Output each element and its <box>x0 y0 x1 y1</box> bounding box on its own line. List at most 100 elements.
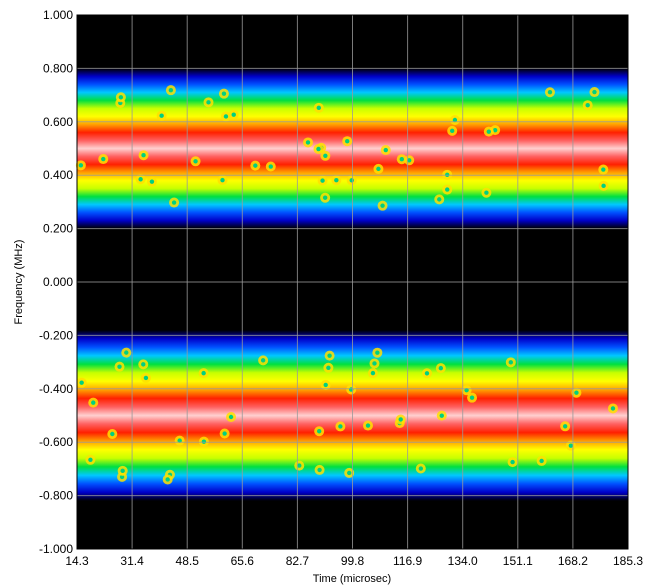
band-spot <box>331 175 342 186</box>
band-spot <box>140 372 151 383</box>
y-tick-label: -0.800 <box>39 489 73 503</box>
signal-spots <box>75 85 618 485</box>
band-spot <box>226 411 237 422</box>
band-spot <box>174 435 185 446</box>
y-tick-label: 0.200 <box>43 222 73 236</box>
band-spot <box>346 175 357 186</box>
x-tick-label: 48.5 <box>176 554 200 568</box>
band-spot <box>324 350 335 361</box>
band-spot <box>198 368 209 379</box>
band-spot <box>582 100 593 111</box>
band-spot <box>114 361 125 372</box>
band-spot <box>380 145 391 156</box>
band-spot <box>85 454 96 465</box>
band-spot <box>117 465 128 476</box>
band-spot <box>76 377 87 388</box>
band-spot <box>342 136 353 147</box>
band-spot <box>138 359 149 370</box>
band-spot <box>536 455 547 466</box>
band-spot <box>344 467 355 478</box>
band-spot <box>415 463 426 474</box>
band-spot <box>313 144 324 155</box>
band-spot <box>377 200 388 211</box>
band-spot <box>447 125 458 136</box>
band-spot <box>434 194 445 205</box>
band-spot <box>598 180 609 191</box>
grid-lines <box>77 15 628 549</box>
band-spot <box>467 392 478 403</box>
band-spot <box>138 150 149 161</box>
x-tick-label: 151.1 <box>503 554 533 568</box>
band-spot <box>396 154 407 165</box>
band-spot <box>320 192 331 203</box>
x-tick-label: 185.3 <box>613 554 643 568</box>
y-tick-label: -0.400 <box>39 382 73 396</box>
band-spot <box>98 154 109 165</box>
band-spot <box>481 187 492 198</box>
band-spot <box>121 347 132 358</box>
plot-frame <box>76 14 629 550</box>
band-spot <box>228 109 239 120</box>
x-axis-label: Time (microsec) <box>313 573 391 585</box>
y-tick-label: 0.600 <box>43 115 73 129</box>
band-spot <box>294 460 305 471</box>
x-tick-label: 31.4 <box>120 554 144 568</box>
band-spot <box>265 161 276 172</box>
band-spot <box>372 347 383 358</box>
band-spot <box>162 474 173 485</box>
band-spot <box>320 150 331 161</box>
band-spot <box>115 92 126 103</box>
band-spot <box>107 428 118 439</box>
band-spot <box>169 197 180 208</box>
y-tick-label: -0.600 <box>39 435 73 449</box>
band-spot <box>598 164 609 175</box>
band-spot <box>373 163 384 174</box>
x-tick-label: 116.9 <box>393 554 422 568</box>
band-spot <box>346 384 357 395</box>
y-tick-label: 0.000 <box>43 275 73 289</box>
band-spot <box>544 87 555 98</box>
band-spot <box>88 397 99 408</box>
band-spot <box>335 421 346 432</box>
y-tick-label: 1.000 <box>43 8 73 22</box>
band-spot <box>165 85 176 96</box>
band-spot <box>320 379 331 390</box>
band-spot <box>217 175 228 186</box>
band-spot <box>198 436 209 447</box>
band-spot <box>218 88 229 99</box>
band-spot <box>505 357 516 368</box>
band-spot <box>436 410 447 421</box>
x-tick-label: 82.7 <box>286 554 310 568</box>
band-spot <box>421 368 432 379</box>
band-spot <box>135 174 146 185</box>
band-spot <box>435 363 446 374</box>
band-spot <box>369 358 380 369</box>
band-spot <box>317 175 328 186</box>
band-spot <box>75 160 86 171</box>
y-tick-label: -1.000 <box>39 542 73 556</box>
x-tick-labels: 14.3 31.4 48.5 65.6 82.7 99.8 116.9 134.0 151.1 1… <box>65 554 643 568</box>
y-tick-label: 0.800 <box>43 61 73 75</box>
y-tick-label: 0.400 <box>43 168 73 182</box>
band-spot <box>483 126 494 137</box>
band-spot <box>404 155 415 166</box>
x-tick-label: 168.2 <box>558 554 588 568</box>
band-spot <box>313 102 324 113</box>
band-spot <box>449 114 460 125</box>
band-spot <box>303 137 314 148</box>
x-tick-label: 134.0 <box>448 554 478 568</box>
band-spot <box>560 421 571 432</box>
band-spot <box>442 184 453 195</box>
band-spot <box>395 414 406 425</box>
band-spot <box>146 176 157 187</box>
band-spot <box>190 156 201 167</box>
band-spot <box>314 464 325 475</box>
band-spot <box>219 428 230 439</box>
band-spot <box>571 387 582 398</box>
band-spot <box>203 97 214 108</box>
band-spot <box>314 426 325 437</box>
band-spot <box>220 111 231 122</box>
y-axis-label: Frequency (MHz) <box>13 240 25 325</box>
x-tick-label: 65.6 <box>231 554 255 568</box>
band-spot <box>258 355 269 366</box>
